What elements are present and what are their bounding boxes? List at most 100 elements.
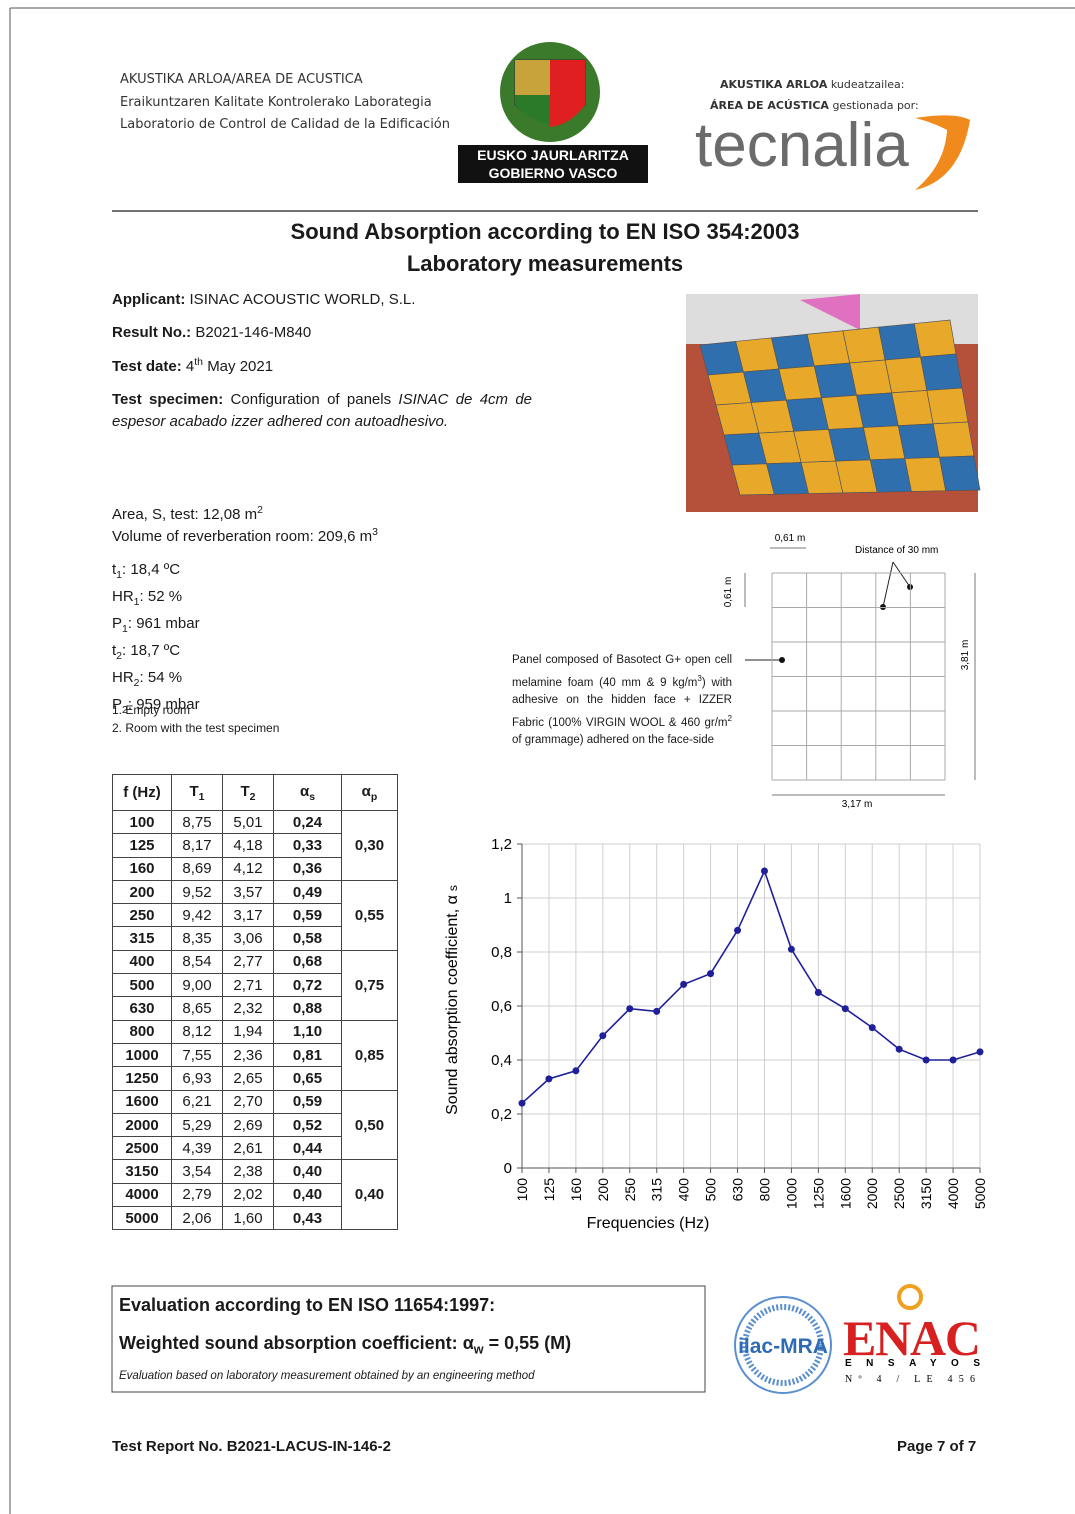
cell: 8,17 <box>171 833 223 858</box>
panel-diagram <box>744 547 976 796</box>
symbol: P <box>112 615 123 632</box>
y-tick-label: 1,2 <box>491 836 512 853</box>
dimension-label: 3,81 m <box>960 640 971 671</box>
lab-line: Laboratorio de Control de Calidad de la … <box>120 117 451 132</box>
cell: 0,44 <box>273 1136 342 1161</box>
value: Configuration of panels <box>230 391 392 408</box>
tile <box>932 421 975 458</box>
area: Area, S, test: 12,08 m2 <box>112 504 263 523</box>
brand-swoosh <box>915 115 970 190</box>
cell: 8,65 <box>171 996 223 1021</box>
government-box <box>458 145 648 183</box>
tile <box>926 387 969 425</box>
symbol: α <box>462 1333 474 1353</box>
manager-bold: AKUSTIKA ARLOA <box>720 78 828 91</box>
manager-bold: ÁREA DE ACÚSTICA <box>710 99 829 112</box>
day: 4 <box>185 358 195 375</box>
value: : 54 % <box>139 669 183 686</box>
cell: 250 <box>112 903 172 928</box>
cell: 5,01 <box>222 809 274 835</box>
manager-line: ÁREA DE ACÚSTICA gestionada por: <box>710 99 919 112</box>
cell: 2,02 <box>222 1182 274 1208</box>
condition: t1: 18,4 ºC <box>112 559 200 586</box>
row: 1000 7,55 2,36 0,81 <box>112 1042 398 1068</box>
x-tick-label: 1600 <box>837 1178 853 1209</box>
x-tick-label: 2500 <box>891 1178 907 1209</box>
data-point <box>599 1032 607 1040</box>
x-tick-label: 5000 <box>972 1178 988 1209</box>
cell: 0,33 <box>273 833 342 858</box>
value: : 18,7 ºC <box>122 642 181 659</box>
data-point <box>653 1007 661 1015</box>
cell: 3,54 <box>171 1159 223 1184</box>
data-point <box>922 1056 930 1064</box>
header-text: f (Hz) <box>123 784 161 801</box>
manager-rest: gestionada por: <box>832 99 919 112</box>
value: B2021-146-M840 <box>195 324 312 341</box>
cell: 2000 <box>112 1112 172 1138</box>
cell: 1250 <box>112 1066 172 1091</box>
alpha-p-cell: 0,50 <box>341 1089 398 1161</box>
header-sub: 2 <box>249 790 256 803</box>
panel-description: Panel composed of Basotect G+ open cell … <box>512 652 732 750</box>
data-point <box>734 926 742 934</box>
data-point <box>680 980 688 988</box>
evaluation-note: Evaluation based on laboratory measureme… <box>119 1370 535 1382</box>
cell: 1600 <box>112 1089 172 1114</box>
cell: 9,00 <box>171 973 223 998</box>
enac-crown <box>897 1284 923 1310</box>
cell: 2,32 <box>222 996 274 1021</box>
symbol: t <box>112 561 117 578</box>
row: 1600 6,21 2,70 0,59 0,50 <box>112 1089 398 1161</box>
cell: 100 <box>112 809 172 835</box>
alpha-p-cell: 0,85 <box>341 1019 398 1091</box>
cell: 9,52 <box>171 879 223 905</box>
sup: 2 <box>257 504 263 516</box>
row: 160 8,69 4,12 0,36 <box>112 856 398 881</box>
cell: 0,52 <box>273 1112 342 1138</box>
data-point <box>949 1056 957 1064</box>
enac-sub: ENSAYOS <box>845 1358 980 1369</box>
tile <box>920 353 963 391</box>
cell: 200 <box>112 879 172 905</box>
condition: P1: 961 mbar <box>112 613 200 640</box>
y-tick-label: 0,2 <box>491 1106 512 1123</box>
x-axis-label: Frequencies (Hz) <box>587 1215 710 1232</box>
cell: 630 <box>112 996 172 1021</box>
header-text: T <box>189 782 199 800</box>
cell: 6,93 <box>171 1066 223 1091</box>
x-tick-label: 160 <box>568 1178 584 1202</box>
sub: 2 <box>133 677 140 689</box>
data-point <box>868 1024 876 1032</box>
suffix: th <box>194 356 204 368</box>
cell: 2,71 <box>222 973 274 998</box>
specimen: Test specimen: Configuration of panels I… <box>112 389 532 433</box>
note: 2. Room with the test specimen <box>112 721 280 735</box>
cell: 4,18 <box>222 833 274 858</box>
data-point <box>572 1067 580 1075</box>
page-number: Page 7 of 7 <box>897 1438 977 1455</box>
cell: 400 <box>112 949 172 975</box>
cell: 2,61 <box>222 1136 274 1161</box>
row: 3150 3,54 2,38 0,40 0,40 <box>112 1159 398 1231</box>
manager-rest: kudeatzailea: <box>830 78 905 91</box>
description-part: Panel composed of Basotect G+ open cell … <box>512 654 732 689</box>
symbol: HR <box>112 588 134 605</box>
x-tick-label: 500 <box>703 1178 719 1202</box>
cell: 2,65 <box>222 1066 274 1091</box>
notes: 1. Empty room 2. Room with the test speci… <box>112 701 279 737</box>
tile <box>913 319 957 358</box>
dimension-label: 0,61 m <box>723 577 734 608</box>
data-point <box>787 945 795 953</box>
title: Sound Absorption according to EN ISO 354… <box>290 219 800 244</box>
cell: 2,77 <box>222 949 274 975</box>
applicant: Applicant: ISINAC ACOUSTIC WORLD, S.L. <box>112 291 415 308</box>
tile <box>849 359 893 396</box>
value: = 0,55 (M) <box>488 1333 572 1353</box>
cell: 3150 <box>112 1159 172 1184</box>
header-sub: 1 <box>198 790 205 803</box>
data-point <box>814 989 822 996</box>
y-tick-label: 0,4 <box>491 1052 512 1069</box>
y-tick-label: 0,6 <box>491 998 512 1015</box>
